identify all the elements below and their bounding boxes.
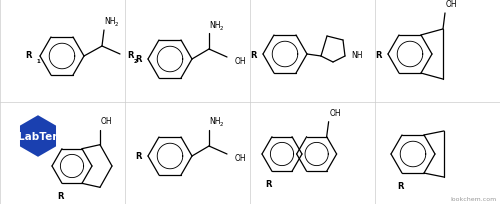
Text: R: R <box>376 50 382 59</box>
Text: R: R <box>26 51 32 60</box>
Text: LabTer: LabTer <box>18 131 58 141</box>
Text: NH: NH <box>209 20 220 29</box>
Text: R: R <box>136 55 142 64</box>
Text: OH: OH <box>330 109 342 118</box>
Polygon shape <box>19 114 57 158</box>
Text: R: R <box>127 51 134 60</box>
Text: 1: 1 <box>36 59 40 64</box>
Text: 2: 2 <box>220 122 224 127</box>
Text: OH: OH <box>235 57 246 66</box>
Text: 2: 2 <box>115 22 118 27</box>
Text: OH: OH <box>235 154 246 163</box>
Text: R: R <box>136 152 142 161</box>
Text: R: R <box>250 50 257 59</box>
Text: lookchem.com: lookchem.com <box>451 196 497 201</box>
Text: R: R <box>265 180 271 188</box>
Text: R: R <box>57 191 64 200</box>
Text: 2: 2 <box>220 25 224 30</box>
Text: NH: NH <box>209 117 220 126</box>
Text: OH: OH <box>101 117 112 126</box>
Text: NH: NH <box>351 50 362 59</box>
Text: 2: 2 <box>134 59 138 64</box>
Text: R: R <box>397 181 403 190</box>
Text: NH: NH <box>104 17 116 26</box>
Text: OH: OH <box>446 0 458 9</box>
